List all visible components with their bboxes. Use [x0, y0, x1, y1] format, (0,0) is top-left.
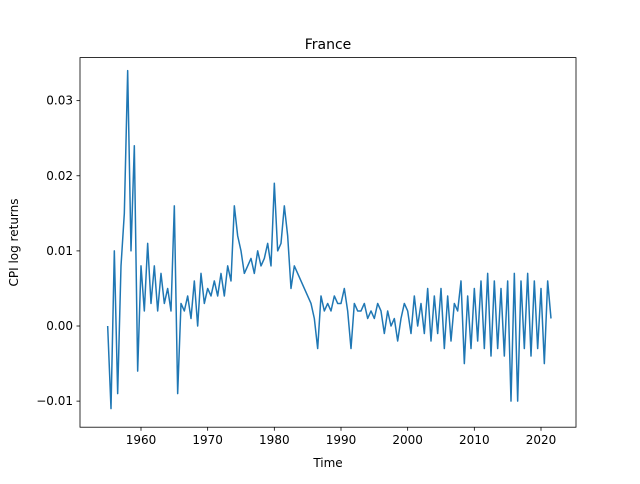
y-tick-label: 0.02	[46, 169, 73, 183]
x-tick-label: 1970	[192, 433, 223, 447]
x-tick-label: 1980	[259, 433, 290, 447]
y-tick-label: −0.01	[36, 394, 73, 408]
y-tick-label: 0.03	[46, 94, 73, 108]
x-tick-label: 2020	[526, 433, 557, 447]
chart-title: France	[305, 37, 352, 53]
x-tick-label: 1960	[126, 433, 157, 447]
y-tick-label: 0.00	[46, 319, 73, 333]
x-tick-label: 2000	[392, 433, 423, 447]
y-axis-label: CPI log returns	[7, 198, 21, 286]
y-tick-label: 0.01	[46, 244, 73, 258]
x-tick-label: 1990	[326, 433, 357, 447]
x-axis-label: Time	[312, 456, 342, 470]
plot-frame	[79, 57, 577, 428]
x-tick-label: 2010	[459, 433, 490, 447]
line-series	[106, 69, 552, 410]
